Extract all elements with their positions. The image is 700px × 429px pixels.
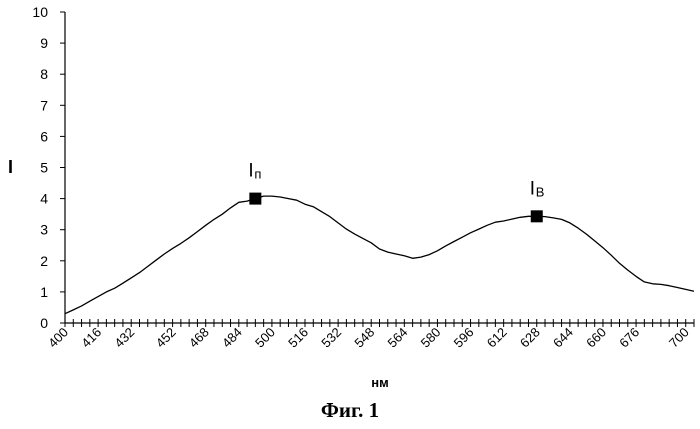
y-axis: 0 1 2 3 4 5 6 7 8 9 10 (32, 4, 65, 331)
marker-point-0 (249, 193, 261, 205)
y-tick-label: 1 (40, 284, 48, 300)
y-tick-label: 0 (40, 315, 48, 331)
x-tick-label: 500 (252, 325, 278, 351)
x-tick-label: 628 (517, 325, 543, 351)
x-tick-label: 644 (550, 325, 576, 351)
x-tick-label: 400 (45, 325, 71, 351)
marker-layer: IпIВ (248, 161, 544, 223)
y-tick-label: 3 (40, 222, 48, 238)
x-tick-label: 596 (451, 325, 477, 351)
y-tick-label: 5 (40, 160, 48, 176)
x-axis: 400 416 432 452 468 484 500 516 532 548 564 580 596 6… (45, 319, 694, 350)
x-tick-label: 660 (583, 325, 609, 351)
x-tick-label: 416 (78, 325, 104, 351)
series-layer (65, 196, 694, 314)
y-tick-label: 7 (40, 97, 48, 113)
y-tick-label: 2 (40, 253, 48, 269)
y-tick-label: 6 (40, 128, 48, 144)
spectrum-chart: 0 1 2 3 4 5 6 7 8 9 10 400 416 432 452 468 484 500 516 532… (0, 0, 700, 429)
y-axis-title: I (8, 157, 13, 177)
x-tick-label: 676 (616, 325, 642, 351)
x-tick-label: 564 (384, 325, 410, 351)
y-tick-label: 4 (40, 191, 48, 207)
marker-label-1: I (530, 178, 535, 199)
y-tick-label: 9 (40, 35, 48, 51)
x-tick-label: 484 (219, 325, 245, 351)
x-tick-label: 548 (351, 325, 377, 351)
x-tick-label: 516 (285, 325, 311, 351)
y-tick-label: 10 (32, 4, 48, 20)
x-tick-label: 612 (484, 325, 510, 351)
x-tick-label: 432 (111, 325, 137, 351)
marker-point-1 (531, 210, 543, 222)
series-line-spectrum (65, 196, 694, 314)
marker-sublabel-0: п (254, 167, 261, 182)
y-tick-label: 8 (40, 66, 48, 82)
marker-sublabel-1: В (536, 184, 545, 199)
x-tick-label: 532 (318, 325, 344, 351)
x-tick-label: 700 (666, 325, 692, 351)
figure-caption: Фиг. 1 (0, 398, 700, 423)
marker-label-0: I (248, 161, 253, 182)
x-tick-label: 452 (153, 325, 179, 351)
x-tick-label: 580 (418, 325, 444, 351)
x-axis-title: нм (371, 375, 388, 390)
x-tick-label: 468 (186, 325, 212, 351)
